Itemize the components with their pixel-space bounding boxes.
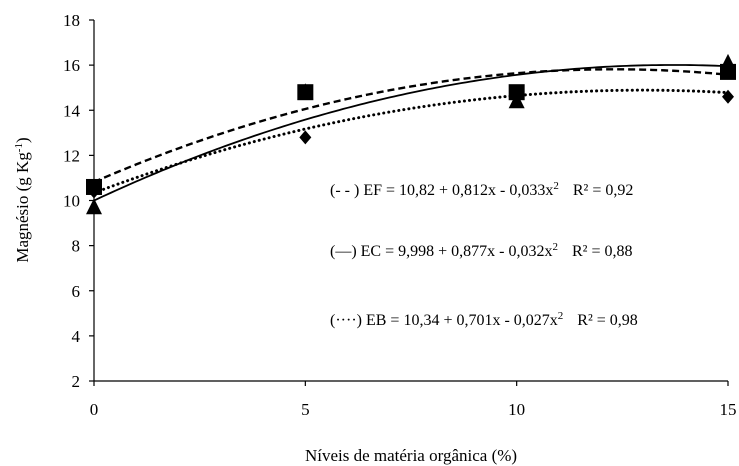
y-tick-label: 8 [72,237,81,256]
x-tick-label: 5 [301,400,310,419]
y-tick-label: 2 [72,372,81,391]
x-axis-label: Níveis de matéria orgânica (%) [305,446,517,465]
equation-ec: (—) EC = 9,998 + 0,877x - 0,032x2 R² = 0,… [330,241,632,260]
fit-curve-eb [92,88,730,195]
x-tick-label: 10 [508,400,525,419]
equation-eb: (····) EB = 10,34 + 0,701x - 0,027x2 R² =… [330,310,638,329]
equation-eb-exponent: 2 [558,310,564,322]
point-eb [299,130,312,145]
y-tick-label: 6 [72,282,81,301]
y-tick-label: 10 [63,192,80,211]
point-eb [88,184,100,199]
x-ticks: 0 5 10 15 [90,381,737,419]
equation-ef-r2: R² = 0,92 [573,182,634,199]
y-tick-label: 4 [72,327,81,346]
y-tick-label: 14 [63,101,81,120]
point-ec [720,53,736,70]
fit-curve-ef [93,68,729,184]
y-ticks: 2 4 6 8 10 12 14 16 18 [63,11,94,391]
y-axis-label: Magnésio (g Kg-1) [13,137,32,262]
equation-ef: (- - ) EF = 10,82 + 0,812x - 0,033x2 R² =… [330,180,633,199]
x-tick-label: 0 [90,400,99,419]
equation-eb-r2: R² = 0,98 [577,312,638,329]
point-eb [722,89,734,104]
y-axis-label-exponent: -1 [13,143,25,152]
equation-ec-r2: R² = 0,88 [572,243,633,260]
fit-curves [92,64,730,202]
x-tick-label: 15 [720,400,737,419]
point-eb [510,87,523,102]
data-points [86,53,736,215]
y-tick-label: 12 [63,146,80,165]
point-ec [86,198,102,215]
equation-ec-exponent: 2 [552,241,558,253]
y-tick-label: 16 [63,56,80,75]
point-ec [297,83,314,100]
equation-ef-exponent: 2 [553,180,559,192]
y-tick-label: 18 [63,11,80,30]
